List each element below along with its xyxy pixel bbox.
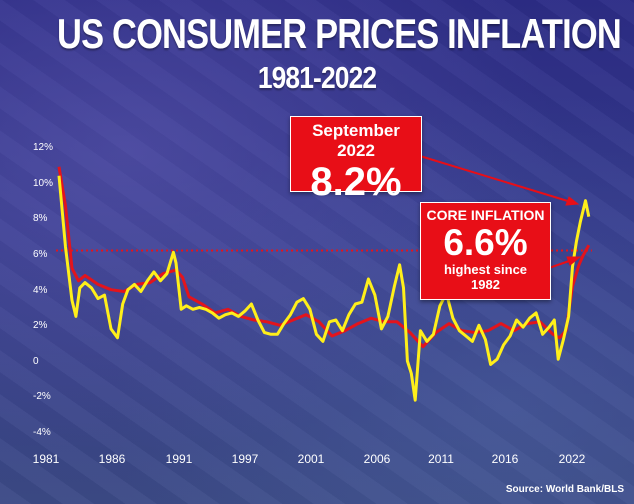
y-tick-label: 4% bbox=[33, 285, 48, 296]
y-tick-label: 6% bbox=[33, 249, 48, 260]
core-callout: CORE INFLATION 6.6% highest since 1982 bbox=[420, 202, 551, 300]
chart-subtitle: 1981-2022 bbox=[257, 60, 377, 95]
y-tick-label: 12% bbox=[33, 142, 54, 153]
source-credit: Source: World Bank/BLS bbox=[505, 484, 624, 495]
x-tick-label: 2001 bbox=[297, 452, 325, 466]
core-callout-note-2: 1982 bbox=[471, 277, 500, 292]
arrowhead-headline-icon bbox=[565, 196, 580, 206]
x-tick-label: 2006 bbox=[363, 452, 391, 466]
x-tick-label: 2016 bbox=[491, 452, 519, 466]
chart-title: US CONSUMER PRICES INFLATION bbox=[57, 10, 622, 57]
y-tick-label: 8% bbox=[33, 213, 48, 224]
x-tick-label: 1997 bbox=[231, 452, 259, 466]
core-callout-value: 6.6% bbox=[443, 222, 528, 263]
y-tick-label: -2% bbox=[33, 391, 51, 402]
x-tick-label: 1991 bbox=[165, 452, 193, 466]
y-tick-label: 10% bbox=[33, 178, 54, 189]
headline-callout-value: 8.2% bbox=[310, 160, 402, 204]
headline-callout: September 2022 8.2% bbox=[290, 116, 422, 203]
headline-callout-label: September 2022 bbox=[312, 121, 400, 160]
x-tick-label: 2011 bbox=[428, 452, 454, 466]
y-tick-label: 0 bbox=[33, 356, 39, 367]
core-callout-note-1: highest since bbox=[443, 262, 528, 277]
x-tick-label: 2022 bbox=[558, 452, 586, 466]
arrowhead-core-icon bbox=[566, 256, 582, 266]
y-tick-label: -4% bbox=[33, 427, 51, 438]
x-tick-label: 1986 bbox=[98, 452, 126, 466]
y-tick-label: 2% bbox=[33, 320, 48, 331]
core-callout-label: CORE INFLATION bbox=[426, 207, 545, 223]
x-tick-label: 1981 bbox=[32, 452, 60, 466]
arrow-to-headline bbox=[419, 155, 572, 203]
series-line-headline bbox=[57, 175, 591, 402]
